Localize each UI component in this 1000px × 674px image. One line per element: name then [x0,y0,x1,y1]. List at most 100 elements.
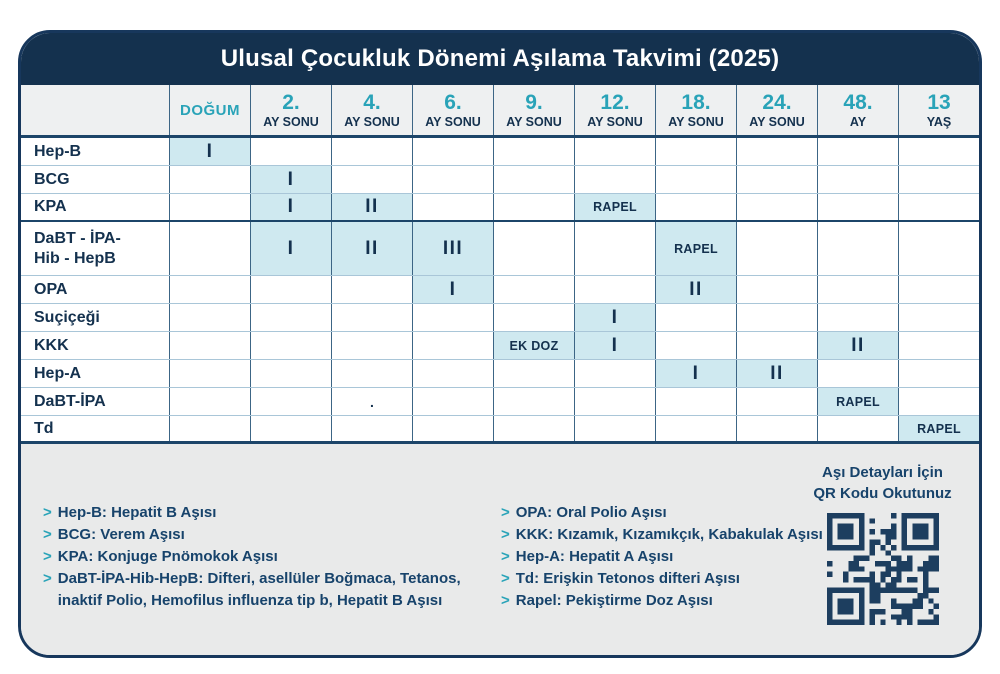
schedule-cell [898,276,979,303]
schedule-cell [412,304,493,331]
dose-mark: III [442,237,464,259]
row-label-line1: KKK [34,336,69,354]
schedule-cell: I [655,360,736,387]
table-row: DaBT-İPA. RAPEL [21,388,979,416]
schedule-cell [493,138,574,165]
column-header-unit: AY SONU [506,114,562,129]
schedule-cell: I [250,222,331,275]
qr-label: Aşı Detayları İçin QR Kodu Okutunuz [800,462,965,504]
legend-item-text: Hep-A: Hepatit A Aşısı [515,548,674,565]
schedule-cell [898,304,979,331]
schedule-cell [898,222,979,275]
schedule-cell [817,304,898,331]
row-label-line1: Hep-A [34,364,82,382]
column-header: 2. AY SONU [250,85,331,135]
row-label: Td [21,416,169,441]
schedule-cell [412,166,493,193]
schedule-cell [655,138,736,165]
schedule-cell [655,304,736,331]
row-label: BCG [21,166,169,193]
qr-code-icon [826,513,939,625]
schedule-cell [736,194,817,220]
schedule-cell [412,388,493,415]
row-label-line1: OPA [34,280,68,298]
column-header-number: DOĞUM [180,101,240,119]
schedule-cell [412,360,493,387]
row-label-line1: Suçiçeği [34,308,100,326]
legend-item-text: BCG: Verem Aşısı [57,526,185,543]
legend-item-text: KKK: Kızamık, Kızamıkçık, Kabakulak Aşıs… [515,526,823,543]
schedule-cell [250,276,331,303]
dose-mark: RAPEL [593,200,637,214]
legend-item: > Rapel: Pekiştirme Doz Aşısı [501,590,831,612]
dose-mark: I [449,278,457,300]
row-label-line1: BCG [34,170,70,188]
column-header-unit: AY [849,114,867,129]
chevron-right-icon: > [43,570,52,587]
schedule-cell: I [250,166,331,193]
schedule-cell [655,332,736,359]
row-label: DaBT - İPA- Hib - HepB [21,222,169,275]
schedule-cell: RAPEL [898,416,979,441]
schedule-cell [331,166,412,193]
schedule-cell: II [655,276,736,303]
column-header: 9. AY SONU [493,85,574,135]
qr-area: Aşı Detayları İçin QR Kodu Okutunuz [800,462,965,630]
qr-label-line2: QR Kodu Okutunuz [813,485,952,502]
legend-item-text: Hep-B: Hepatit B Aşısı [57,504,217,521]
dose-mark: II [365,196,379,217]
table-row: BCG I [21,166,979,194]
schedule-cell [898,166,979,193]
table-row: OPA I II [21,276,979,304]
schedule-cell [817,416,898,441]
legend-item: > BCG: Verem Aşısı [43,524,495,546]
dose-mark: RAPEL [917,421,961,436]
row-label: Suçiçeği [21,304,169,331]
schedule-cell [169,304,250,331]
schedule-cell [574,276,655,303]
schedule-cell [169,388,250,415]
legend-item-text: DaBT-İPA-Hib-HepB: Difteri, asellüler Bo… [57,570,461,609]
schedule-cell [169,222,250,275]
chevron-right-icon: > [501,526,510,543]
column-header: 13 YAŞ [898,85,979,135]
dose-mark: I [287,168,295,190]
dose-mark: . [370,393,374,410]
schedule-cell [493,388,574,415]
schedule-cell [493,360,574,387]
schedule-cell [898,360,979,387]
column-header-unit: YAŞ [926,114,952,129]
schedule-cell [331,332,412,359]
row-label-line1: DaBT - İPA- [34,230,121,248]
column-header-unit: AY SONU [749,114,805,129]
schedule-cell: EK DOZ [493,332,574,359]
table-row: Hep-B I [21,138,979,166]
schedule-cell [655,194,736,220]
column-header-number: 48. [843,90,873,114]
schedule-cell [412,332,493,359]
dose-mark: II [365,237,379,259]
schedule-cell [736,222,817,275]
row-label-line1: Td [34,419,54,437]
table-row: KKK EK DOZ I II [21,332,979,360]
column-header: 12. AY SONU [574,85,655,135]
column-header-empty [21,85,169,135]
chevron-right-icon: > [501,504,510,521]
schedule-cell [574,388,655,415]
dose-mark: I [611,334,619,356]
schedule-cell: I [574,332,655,359]
schedule-cell [412,194,493,220]
schedule-table-body: Hep-B I BCG I KPA I II RAPEL DaBT - İPA- Hib - He… [21,138,979,444]
schedule-cell [331,304,412,331]
chevron-right-icon: > [43,504,52,521]
schedule-cell: II [331,222,412,275]
legend-item-text: KPA: Konjuge Pnömokok Aşısı [57,548,278,565]
row-label: KPA [21,194,169,220]
chevron-right-icon: > [43,526,52,543]
schedule-cell [169,194,250,220]
column-header-unit: AY SONU [587,114,643,129]
schedule-cell [493,166,574,193]
schedule-cell [574,166,655,193]
legend-item: > DaBT-İPA-Hib-HepB: Difteri, asellüler B… [43,568,495,612]
schedule-cell [169,360,250,387]
